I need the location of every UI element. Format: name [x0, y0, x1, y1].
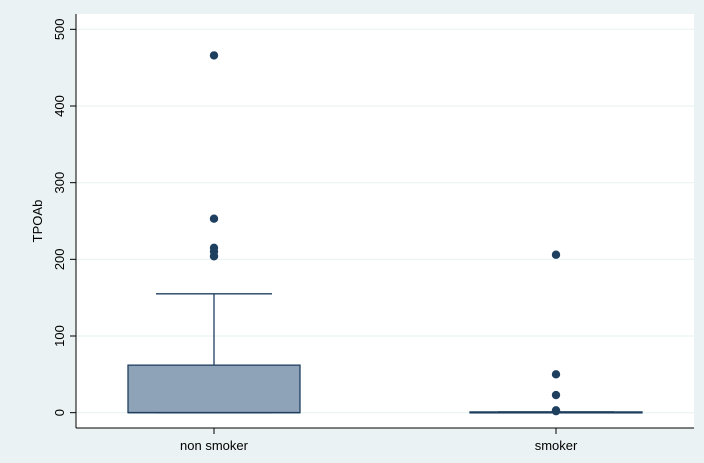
outlier-point	[551, 370, 561, 379]
plot-area	[76, 14, 694, 428]
x-ticks: non smoker smoker	[180, 428, 578, 453]
y-tick-label: 400	[52, 95, 67, 117]
y-ticks: 0 100 200 300 400 500	[52, 18, 76, 416]
outlier-point	[551, 250, 561, 259]
axes	[75, 14, 694, 429]
outlier-point	[209, 243, 219, 253]
y-tick-label: 500	[52, 18, 67, 40]
y-tick-label: 300	[52, 172, 67, 194]
iqr-box	[127, 364, 301, 414]
outliers	[209, 51, 561, 416]
x-tick-label: non smoker	[180, 438, 249, 453]
y-tick-label: 0	[52, 409, 67, 416]
outlier-point	[209, 214, 219, 223]
y-axis-title: TPOAb	[30, 200, 45, 243]
outlier-point	[551, 406, 561, 415]
outlier-point	[551, 390, 561, 400]
x-tick-label: smoker	[535, 438, 578, 453]
outlier-point	[209, 51, 219, 60]
y-tick-label: 200	[52, 248, 67, 270]
y-tick-label: 100	[52, 325, 67, 347]
box-1	[127, 293, 301, 414]
